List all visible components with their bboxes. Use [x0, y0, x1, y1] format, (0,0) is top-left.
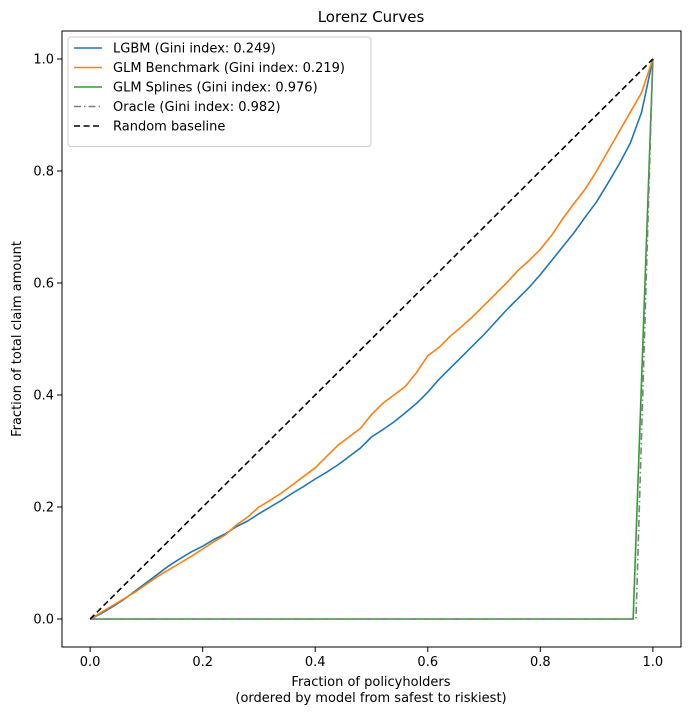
y-tick-label: 0.8	[33, 165, 54, 180]
legend-label: GLM Splines (Gini index: 0.976)	[113, 81, 318, 96]
series-line-3	[90, 58, 654, 620]
legend-label: GLM Benchmark (Gini index: 0.219)	[113, 61, 345, 76]
y-tick-label: 0.6	[33, 277, 54, 292]
legend-label: Random baseline	[113, 120, 225, 135]
legend-label: Oracle (Gini index: 0.982)	[113, 100, 281, 115]
y-tick-label: 0.0	[33, 613, 54, 628]
y-tick-label: 0.4	[33, 389, 54, 404]
series-layer	[89, 58, 654, 620]
legend-box	[67, 36, 372, 147]
x-axis: 0.0 0.2 0.4 0.6 0.8 1.0	[80, 647, 663, 670]
chart-title: Lorenz Curves	[318, 8, 425, 26]
legend-label: LGBM (Gini index: 0.249)	[113, 42, 276, 57]
series-line-1	[89, 58, 654, 620]
y-axis: 0.0 0.2 0.4 0.6 0.8 1.0	[33, 53, 62, 628]
y-tick-label: 1.0	[33, 53, 54, 68]
legend: LGBM (Gini index: 0.249) GLM Benchmark (G…	[67, 36, 372, 147]
x-tick-label: 0.2	[192, 655, 213, 670]
x-tick-label: 1.0	[643, 655, 664, 670]
y-axis-label: Fraction of total claim amount	[10, 241, 25, 437]
x-tick-label: 0.8	[530, 655, 551, 670]
series-line-0	[89, 58, 654, 620]
x-axis-label: Fraction of policyholders	[291, 675, 450, 690]
x-tick-label: 0.6	[417, 655, 438, 670]
x-tick-label: 0.4	[305, 655, 326, 670]
x-tick-label: 0.0	[80, 655, 101, 670]
y-tick-label: 0.2	[33, 501, 54, 516]
x-axis-label-subtitle: (ordered by model from safest to riskies…	[235, 691, 506, 706]
plot-frame	[61, 30, 682, 648]
